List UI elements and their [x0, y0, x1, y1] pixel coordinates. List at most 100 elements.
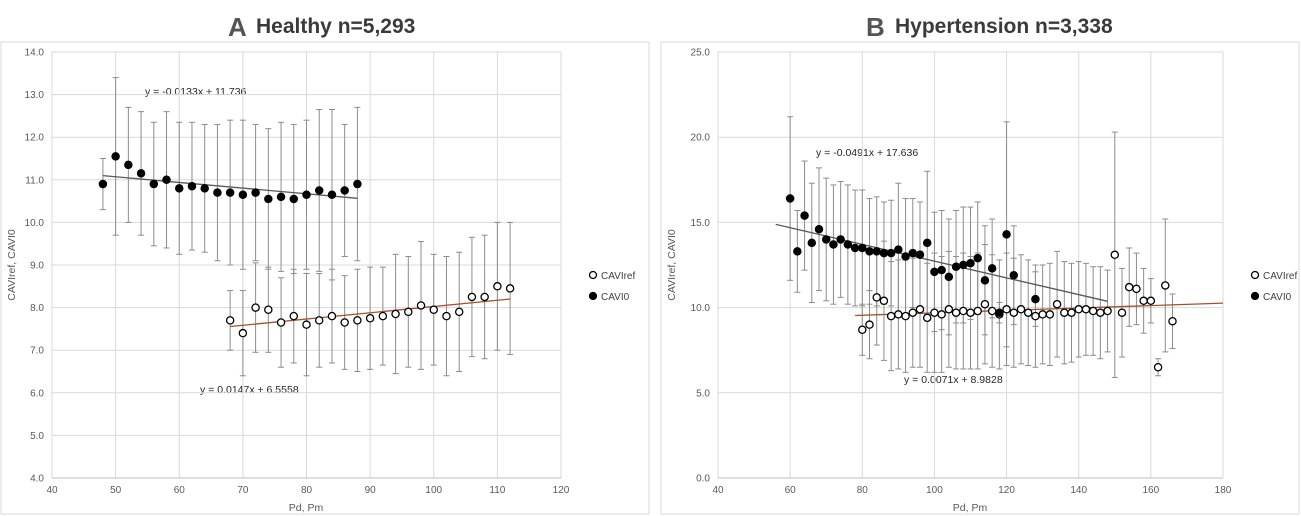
panel-a-trend-cavi0-label: y = -0.0133x + 11.736 — [145, 86, 247, 98]
panel-a-caviref-point — [264, 305, 273, 314]
panel-b-cavi0-point — [843, 240, 853, 249]
panel-a-plot: 4.0 5.0 6.0 7.0 8.0 9.0 10.0 11.0 12.0 13.0 14.0 40… — [25, 48, 570, 497]
panel-a-title: Healthy n=5,293 — [256, 15, 415, 38]
panel-b-xtick-label: 100 — [926, 485, 943, 496]
panel-a-cavi0-point — [187, 181, 197, 191]
panel-a-cavi0-point — [225, 188, 235, 197]
panel-a-cavi0-point — [124, 160, 133, 170]
panel-b-caviref-point — [1045, 310, 1055, 319]
panel-a-cavi0-point — [327, 190, 337, 199]
panel-a-cavi0-point — [111, 152, 120, 161]
panel-a-xtick-label: 60 — [174, 485, 186, 496]
panel-a-cavi0-point — [302, 190, 311, 199]
panel-b-caviref-point — [879, 296, 889, 306]
panel-a-cavi0-point — [238, 190, 248, 199]
panel-b-plot: 0.0 5.0 10.0 15.0 20.0 25.0 40 60 80 100 120 140 160… — [691, 48, 1232, 497]
panel-b-ytick-label: 5.0 — [696, 388, 710, 399]
panel-a-cavi0-point — [213, 188, 222, 197]
panel-b-caviref-point — [951, 308, 961, 317]
panel-a-ytick-label: 4.0 — [30, 474, 44, 485]
panel-b-cavi0-point — [944, 272, 954, 282]
panel-a-caviref-point — [276, 318, 286, 327]
panel-b-caviref-point — [901, 311, 910, 321]
panel-b-cavi0-point — [894, 245, 903, 254]
panel-b-caviref-point — [1153, 362, 1163, 372]
panel-b-caviref-point — [966, 308, 975, 317]
panel-b-cavi0-point — [1009, 270, 1019, 280]
panel-a-cavi0-point — [149, 179, 159, 189]
panel-a-caviref-point — [289, 311, 299, 321]
panel-a-caviref-point — [404, 307, 413, 317]
panel-a-caviref-point — [365, 313, 375, 323]
panel-b-cavi0-point — [922, 238, 932, 248]
panel-b-letter: B — [866, 12, 885, 42]
panel-b-caviref-point — [886, 311, 896, 321]
panel-b-caviref-point — [1110, 250, 1120, 260]
panel-b-xtick-label: 120 — [998, 485, 1015, 496]
panel-b-cavi0-point — [901, 252, 910, 261]
panel-a-letter: A — [228, 12, 247, 42]
panel-b-ytick-label: 20.0 — [691, 133, 711, 144]
panel-a-legend-caviref-marker — [588, 270, 598, 280]
panel-a-cavi0-point — [162, 175, 171, 185]
panel-b-caviref-point — [1016, 305, 1026, 314]
panel-b-caviref-point — [1132, 284, 1141, 294]
panel-a-trendline-cavi0 — [102, 174, 358, 199]
panel-b-trendline-cavi0 — [775, 223, 1108, 302]
panel-a-xtick-label: 70 — [237, 485, 249, 496]
panel-b-legend-caviref-label: CAVIref — [1263, 271, 1297, 282]
panel-b-ytick-label: 15.0 — [691, 218, 711, 229]
panel-b-xtick-label: 60 — [785, 485, 797, 496]
panel-b-caviref-point — [1023, 308, 1033, 317]
panel-b-caviref-point — [1009, 308, 1019, 317]
panel-a-xtick-label: 80 — [301, 485, 313, 496]
panel-a-xtick-label: 100 — [425, 485, 442, 496]
panel-b-cavi0-point — [814, 224, 824, 234]
panel-a-caviref-point — [340, 318, 349, 327]
panel-a-ytick-label: 6.0 — [30, 388, 44, 399]
panel-a: A Healthy n=5,293 Pd, Pm CAVIref, CAVI0 … — [0, 12, 650, 515]
panel-a-caviref-point — [225, 316, 235, 325]
panel-a-cavi0-point — [251, 188, 260, 197]
panel-b-cavi0-point — [930, 267, 939, 277]
panel-b-title: Hypertension n=3,338 — [895, 15, 1113, 38]
panel-b-caviref-point — [1060, 308, 1069, 317]
panel-a-legend-caviref-label: CAVIref — [601, 271, 635, 282]
panel-a-xtick-label: 50 — [110, 485, 122, 496]
panel-a-legend-cavi0-label: CAVI0 — [601, 292, 630, 303]
panel-b-cavi0-point — [807, 238, 817, 248]
panel-b-cavi0-point — [1002, 230, 1011, 239]
panel-a-ytick-label: 13.0 — [25, 90, 45, 101]
panel-b-cavi0-point — [980, 276, 990, 285]
panel-b-cavi0-point — [951, 262, 961, 271]
panel-b-trend-caviref-label: y = 0.0071x + 8.9828 — [904, 374, 1003, 386]
panel-b-xtick-label: 160 — [1143, 485, 1160, 496]
panel-b-caviref-point — [1002, 305, 1011, 314]
panel-a-caviref-point — [238, 328, 248, 338]
panel-a-trend-caviref-label: y = 0.0147x + 6.5558 — [200, 384, 299, 396]
panel-b-caviref-point — [1103, 306, 1112, 316]
panel-b-cavi0-point — [973, 253, 982, 263]
panel-a-caviref-point — [314, 316, 324, 325]
panel-a-caviref-point — [442, 311, 451, 321]
panel-a-cavi0-point — [314, 186, 324, 195]
panel-b-ytick-label: 10.0 — [691, 303, 711, 314]
panel-a-caviref-point — [378, 311, 388, 321]
panel-a-caviref-point — [251, 303, 260, 312]
panel-b-caviref-point — [944, 305, 954, 314]
panel-a-cavi0-point — [340, 186, 349, 195]
panel-b-xlabel: Pd, Pm — [953, 502, 988, 514]
panel-a-caviref-point — [467, 292, 477, 302]
panel-a-ytick-label: 7.0 — [30, 346, 44, 357]
panel-b-cavi0-point — [850, 243, 860, 253]
panel-b-caviref-point — [937, 310, 946, 319]
panel-a-caviref-point — [416, 301, 426, 310]
panel-a-ytick-label: 10.0 — [25, 218, 45, 229]
panel-a-cavi0-point — [136, 169, 146, 178]
panel-b-cavi0-point — [959, 260, 968, 270]
panel-a-caviref-point — [505, 284, 515, 293]
panel-b-cavi0-point — [966, 259, 975, 268]
panel-b-trend-cavi0-label: y = -0.0491x + 17.636 — [816, 147, 918, 159]
panel-b-caviref-point — [1088, 306, 1098, 316]
